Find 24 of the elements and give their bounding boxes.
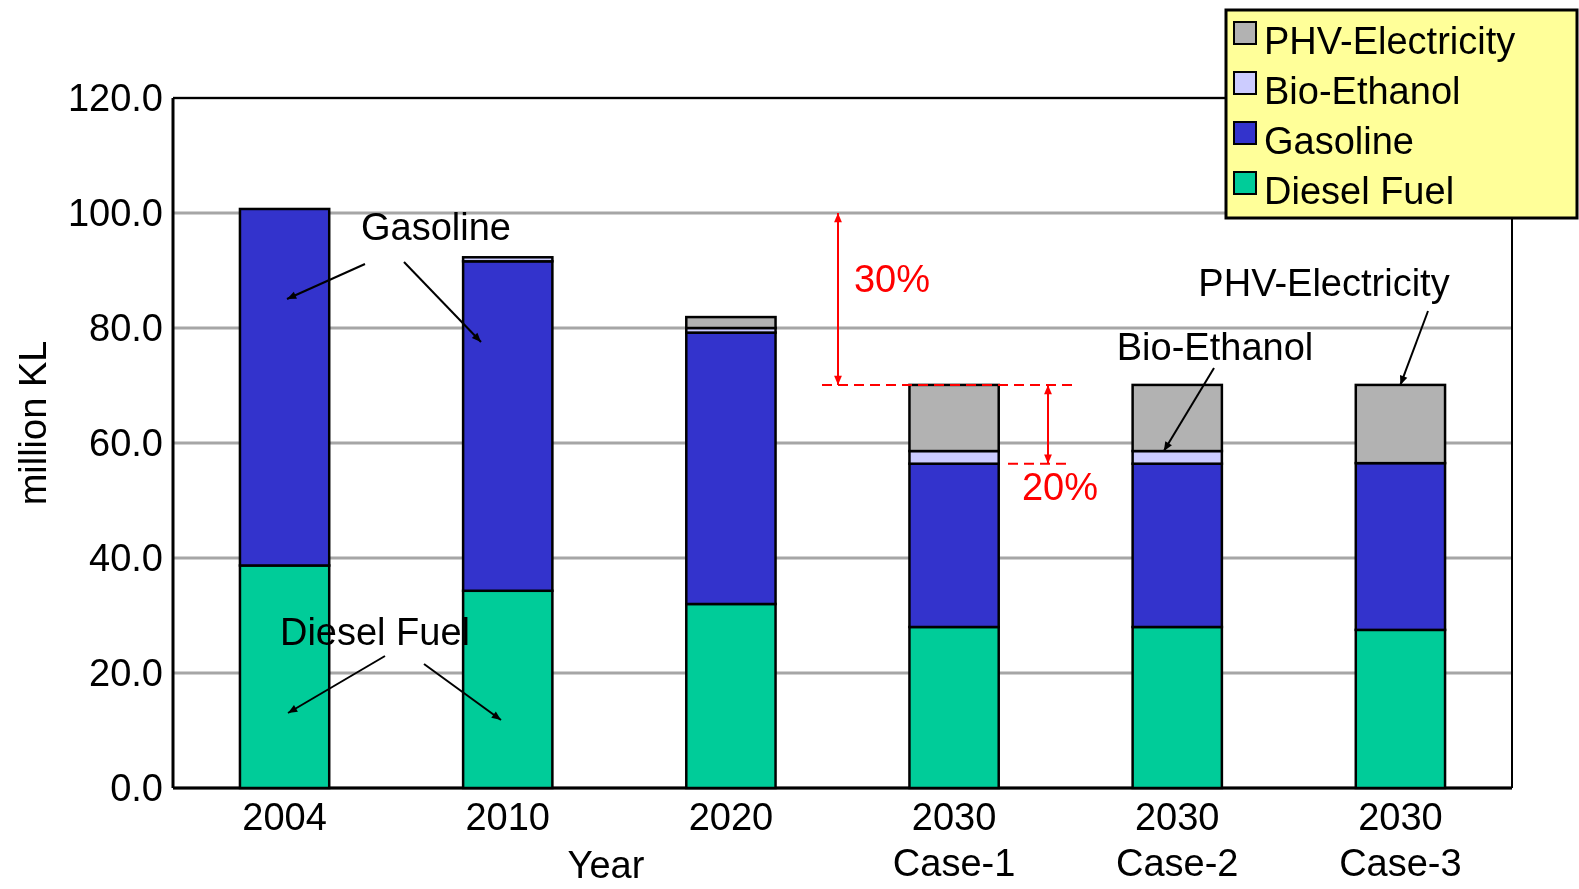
y-tick-label: 80.0 <box>89 307 163 350</box>
x-tick-label: 2030 Case-3 <box>1339 796 1462 884</box>
legend-label: PHV-Electricity <box>1264 20 1516 62</box>
y-tick-label: 0.0 <box>110 767 163 810</box>
annotation: Gasoline <box>361 206 511 248</box>
legend-label: Bio-Ethanol <box>1264 70 1461 112</box>
legend-label: Gasoline <box>1264 120 1414 162</box>
y-tick-label: 100.0 <box>67 192 163 235</box>
x-tick-label: 2010 <box>465 796 551 838</box>
annotation: 30% <box>853 258 931 300</box>
annotation: PHV-Electricity <box>1198 262 1450 304</box>
annotation: 20% <box>1021 466 1099 508</box>
x-tick-label: 2030 Case-1 <box>892 796 1016 884</box>
legend-label: Diesel Fuel <box>1264 170 1455 212</box>
y-axis-title: million KL <box>12 340 54 506</box>
x-tick-label: 2020 <box>688 796 774 838</box>
y-tick-label: 120.0 <box>67 77 163 120</box>
y-tick-label: 20.0 <box>89 652 163 695</box>
x-tick-label: 2004 <box>242 796 327 838</box>
annotation: Bio-Ethanol <box>1116 326 1314 368</box>
y-tick-label: 40.0 <box>89 537 163 580</box>
x-axis-title: Year <box>567 844 645 886</box>
y-tick-label: 60.0 <box>89 422 163 465</box>
x-tick-label: 2030 Case-2 <box>1116 796 1239 884</box>
